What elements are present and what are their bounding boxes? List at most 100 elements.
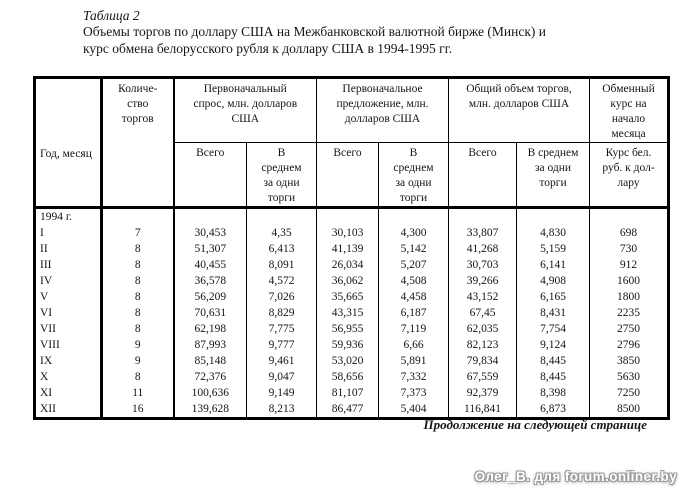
- value-cell: [448, 207, 517, 225]
- value-cell: 82,123: [448, 337, 517, 353]
- value-cell: 4,572: [246, 273, 317, 289]
- value-cell: 116,841: [448, 401, 517, 419]
- table-row: VI 8 70,631 8,829 43,315 6,187 67,45 8,431 2235: [34, 305, 670, 321]
- table-row: I 7 30,453 4,35 30,103 4,300 33,807 4,830 698: [34, 225, 670, 241]
- value-cell: 58,656: [316, 369, 379, 385]
- table-row: X 8 72,376 9,047 58,656 7,332 67,559 8,445 5630: [34, 369, 670, 385]
- value-cell: [589, 207, 670, 225]
- continuation-note: Продолжение на следующей странице: [423, 417, 647, 432]
- value-cell: 6,873: [515, 401, 591, 419]
- value-cell: [246, 207, 317, 225]
- row-label-cell: I: [34, 225, 103, 241]
- row-label-cell: 1994 г.: [34, 207, 103, 225]
- row-label-cell: XII: [34, 401, 103, 419]
- value-cell: 100,636: [173, 385, 247, 401]
- value-cell: 4,35: [246, 225, 317, 241]
- value-cell: 8,829: [246, 305, 317, 321]
- value-cell: 41,139: [316, 241, 379, 257]
- value-cell: 4,300: [378, 225, 449, 241]
- value-cell: 8: [101, 369, 175, 385]
- document-title-line-1: Объемы торгов по доллару США на Межбанко…: [83, 24, 547, 39]
- value-cell: 8: [101, 241, 175, 257]
- value-cell: 7,332: [378, 369, 449, 385]
- header-sub-row: Всего В среднем за одни торги Всего В ср…: [35, 142, 670, 209]
- value-cell: 16: [101, 401, 175, 419]
- value-cell: [101, 207, 175, 225]
- header-supply-total: Всего: [316, 142, 379, 209]
- value-cell: 67,45: [448, 305, 517, 321]
- header-rate-sub: Курс бел. руб. к дол- лару: [589, 142, 670, 209]
- value-cell: 8500: [589, 401, 670, 419]
- row-label-cell: X: [34, 369, 103, 385]
- value-cell: 3850: [589, 353, 670, 369]
- value-cell: 8,091: [246, 257, 317, 273]
- header-demand-total: Всего: [173, 142, 247, 209]
- value-cell: 87,993: [173, 337, 247, 353]
- value-cell: 8: [101, 321, 175, 337]
- value-cell: 9,047: [246, 369, 317, 385]
- value-cell: 56,209: [173, 289, 247, 305]
- header-exchange-rate-group: Обменный курс на начало месяца: [589, 77, 670, 143]
- table-row: VIII 9 87,993 9,777 59,936 6,66 82,123 9,124 279…: [34, 337, 670, 353]
- value-cell: 698: [589, 225, 670, 241]
- value-cell: 5630: [589, 369, 670, 385]
- value-cell: 72,376: [173, 369, 247, 385]
- value-cell: 4,908: [515, 273, 591, 289]
- value-cell: 730: [589, 241, 670, 257]
- value-cell: 9,149: [246, 385, 317, 401]
- value-cell: [515, 207, 591, 225]
- value-cell: 6,187: [378, 305, 449, 321]
- value-cell: 2235: [589, 305, 670, 321]
- header-initial-supply-group: Первоначальное предложение, млн. долларо…: [316, 77, 449, 143]
- row-label-cell: VII: [34, 321, 103, 337]
- value-cell: 5,142: [378, 241, 449, 257]
- header-supply-average: В среднем за одни торги: [378, 142, 449, 209]
- value-cell: 8,445: [515, 369, 591, 385]
- table-row: V 8 56,209 7,026 35,665 4,458 43,152 6,165 1800: [34, 289, 670, 305]
- value-cell: 7250: [589, 385, 670, 401]
- value-cell: 51,307: [173, 241, 247, 257]
- value-cell: 8: [101, 273, 175, 289]
- value-cell: 59,936: [316, 337, 379, 353]
- value-cell: 7,119: [378, 321, 449, 337]
- value-cell: 4,458: [378, 289, 449, 305]
- value-cell: 33,807: [448, 225, 517, 241]
- table-row: 1994 г.: [34, 207, 670, 225]
- table-row: XI 11 100,636 9,149 81,107 7,373 92,379 8,398 72…: [34, 385, 670, 401]
- value-cell: 62,198: [173, 321, 247, 337]
- value-cell: 86,477: [316, 401, 379, 419]
- value-cell: 6,165: [515, 289, 591, 305]
- value-cell: [378, 207, 449, 225]
- value-cell: 9,777: [246, 337, 317, 353]
- value-cell: 26,034: [316, 257, 379, 273]
- row-label-cell: XI: [34, 385, 103, 401]
- table-row: II 8 51,307 6,413 41,139 5,142 41,268 5,159 730: [34, 241, 670, 257]
- value-cell: 92,379: [448, 385, 517, 401]
- watermark-credit: Олег_В. для forum.onliner.by: [474, 469, 677, 484]
- value-cell: 7,026: [246, 289, 317, 305]
- value-cell: 9,124: [515, 337, 591, 353]
- value-cell: 36,578: [173, 273, 247, 289]
- value-cell: 30,453: [173, 225, 247, 241]
- value-cell: 35,665: [316, 289, 379, 305]
- value-cell: 43,315: [316, 305, 379, 321]
- table-header: Год, месяц Количе- ство торгов Первонача…: [34, 77, 670, 209]
- row-label-cell: VIII: [34, 337, 103, 353]
- table-row: IX 9 85,148 9,461 53,020 5,891 79,834 8,445 3850: [34, 353, 670, 369]
- header-demand-average: В среднем за одни торги: [246, 142, 317, 209]
- table-row: III 8 40,455 8,091 26,034 5,207 30,703 6,141 912: [34, 257, 670, 273]
- header-year-month: Год, месяц: [34, 77, 103, 209]
- value-cell: 5,207: [378, 257, 449, 273]
- value-cell: 81,107: [316, 385, 379, 401]
- document-title-line-2: курс обмена белорусского рубля к доллару…: [83, 40, 453, 56]
- value-cell: 5,404: [378, 401, 449, 419]
- value-cell: 53,020: [316, 353, 379, 369]
- value-cell: 39,266: [448, 273, 517, 289]
- value-cell: 1800: [589, 289, 670, 305]
- row-label-cell: III: [34, 257, 103, 273]
- value-cell: 8: [101, 289, 175, 305]
- value-cell: 8: [101, 305, 175, 321]
- value-cell: 11: [101, 385, 175, 401]
- value-cell: 8: [101, 257, 175, 273]
- table-row: XII 16 139,628 8,213 86,477 5,404 116,841 6,873…: [34, 401, 670, 419]
